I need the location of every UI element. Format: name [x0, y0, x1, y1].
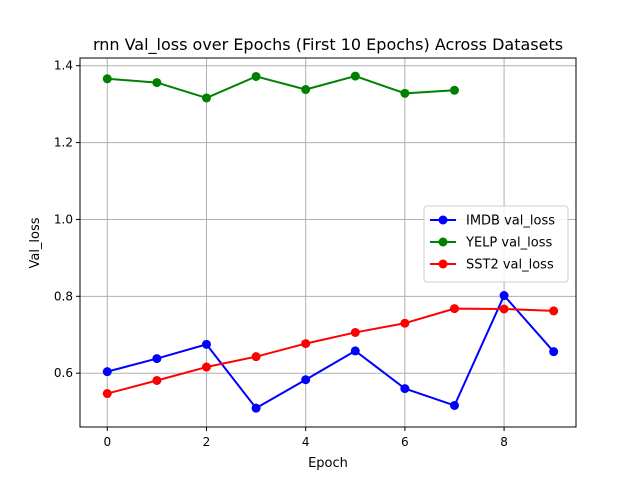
- x-tick-label: 8: [500, 435, 508, 449]
- data-point: [201, 93, 211, 103]
- series-line: [107, 307, 554, 395]
- data-point: [152, 375, 162, 385]
- series-2: [102, 304, 559, 399]
- data-point: [251, 71, 261, 81]
- data-point: [152, 354, 162, 364]
- ticks: 0 2 4 6 8 0.6 0.8 1.0 1.2 1.4: [54, 59, 508, 449]
- legend-swatch-marker: [438, 237, 448, 247]
- legend-box: [423, 205, 569, 283]
- x-axis-label: Epoch: [308, 456, 348, 471]
- data-point: [350, 71, 360, 81]
- data-point: [201, 339, 211, 349]
- legend-item: IMDB val_loss: [430, 214, 555, 229]
- legend-swatch-marker: [438, 215, 448, 225]
- data-point: [251, 403, 261, 413]
- series-line: [107, 75, 455, 99]
- data-point: [152, 78, 162, 88]
- x-tick-label: 0: [103, 435, 111, 449]
- data-point: [350, 346, 360, 356]
- series: [102, 71, 559, 413]
- y-tick-label: 1.2: [54, 136, 73, 150]
- data-point: [449, 85, 459, 95]
- series-0: [102, 291, 559, 413]
- y-tick-label: 1.4: [54, 59, 73, 73]
- data-point: [301, 85, 311, 95]
- legend-label: SST2 val_loss: [466, 258, 554, 273]
- data-point: [499, 304, 509, 314]
- data-point: [350, 327, 360, 337]
- data-point: [301, 339, 311, 349]
- y-tick-label: 1.0: [54, 212, 73, 226]
- data-point: [400, 88, 410, 98]
- legend-label: YELP val_loss: [465, 236, 552, 251]
- y-tick-label: 0.8: [54, 289, 73, 303]
- legend-item: SST2 val_loss: [430, 258, 554, 273]
- x-tick-label: 6: [401, 435, 409, 449]
- series-line: [107, 294, 555, 410]
- x-tick-label: 4: [302, 435, 310, 449]
- y-tick-label: 0.6: [54, 366, 73, 380]
- y-axis-label: Val_loss: [28, 217, 43, 268]
- plot-frame: [79, 57, 577, 428]
- data-point: [549, 347, 559, 357]
- data-point: [251, 352, 261, 362]
- data-point: [301, 375, 311, 385]
- legend-label: IMDB val_loss: [466, 214, 555, 229]
- data-point: [102, 74, 112, 84]
- data-point: [449, 304, 459, 314]
- data-point: [400, 318, 410, 328]
- x-tick-label: 2: [203, 435, 211, 449]
- data-point: [201, 362, 211, 372]
- legend-swatch-marker: [438, 259, 448, 269]
- data-point: [102, 389, 112, 399]
- data-point: [449, 400, 459, 410]
- series-1: [102, 71, 459, 103]
- data-point: [400, 384, 410, 394]
- data-point: [499, 291, 509, 301]
- chart-title: rnn Val_loss over Epochs (First 10 Epoch…: [93, 35, 563, 55]
- data-point: [102, 367, 112, 377]
- data-point: [549, 306, 559, 316]
- legend: IMDB val_loss YELP val_loss SST2 val_loss: [423, 205, 569, 283]
- grid: [80, 58, 576, 427]
- legend-item: YELP val_loss: [430, 236, 552, 251]
